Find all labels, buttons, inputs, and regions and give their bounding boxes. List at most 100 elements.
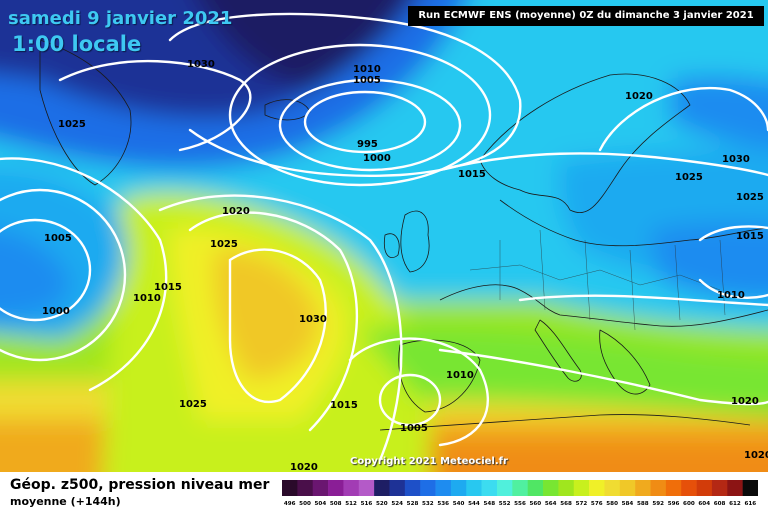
legend-value: 592 (652, 501, 664, 507)
coastlines (39, 39, 768, 431)
isobar-label: 1025 (675, 172, 703, 183)
legend-swatch (389, 480, 406, 496)
legend-value: 572 (576, 501, 588, 507)
legend-swatch (558, 480, 575, 496)
legend-value: 540 (453, 501, 465, 507)
isobar-label: 1025 (179, 399, 207, 410)
run-info: Run ECMWF ENS (moyenne) 0Z du dimanche 3… (408, 6, 764, 26)
legend-swatch (282, 480, 298, 496)
legend-swatch (481, 480, 498, 496)
isobar-label: 1010 (446, 370, 474, 381)
legend-swatch (604, 480, 621, 496)
legend-value: 612 (729, 501, 741, 507)
legend-swatch (727, 480, 743, 496)
isobar-label: 995 (357, 139, 378, 150)
legend-value: 568 (560, 501, 572, 507)
legend-value: 588 (637, 501, 649, 507)
color-scale-legend: 496 500 504 508 512 516 520 524 528 532 536 540 544 5… (282, 480, 758, 508)
legend-value: 600 (683, 501, 695, 507)
legend-value: 560 (530, 501, 542, 507)
legend-value: 496 (284, 501, 296, 507)
isobar-label: 1015 (458, 169, 486, 180)
legend-value: 500 (299, 501, 311, 507)
legend-swatch (435, 480, 452, 496)
legend-swatch (343, 480, 360, 496)
legend-value: 604 (698, 501, 710, 507)
legend-swatch (527, 480, 544, 496)
legend-value: 596 (668, 501, 680, 507)
legend-value: 512 (345, 501, 357, 507)
isobar-label: 1015 (736, 231, 764, 242)
isobar-labels: 1030 1010 1005 995 1000 1025 1020 1015 1… (42, 59, 768, 472)
legend-swatch (450, 480, 467, 496)
isobar-label: 1010 (717, 290, 745, 301)
legend-value: 584 (622, 501, 634, 507)
legend-swatch (420, 480, 436, 496)
isobar-label: 1030 (187, 59, 215, 70)
isobar-label: 1005 (353, 75, 381, 86)
isobar-label: 1015 (154, 282, 182, 293)
legend-swatch (742, 480, 758, 496)
isobar-label: 1000 (42, 306, 70, 317)
legend-swatch (404, 480, 421, 496)
legend-value: 556 (514, 501, 526, 507)
isobar-label: 1020 (625, 91, 653, 102)
legend-swatch (589, 480, 605, 496)
legend-value: 508 (330, 501, 342, 507)
legend-value: 552 (499, 501, 511, 507)
isobar-label: 1025 (210, 239, 238, 250)
legend-swatch (543, 480, 559, 496)
forecast-date: samedi 9 janvier 2021 (8, 8, 233, 29)
legend-value: 564 (545, 501, 557, 507)
legend-value: 536 (437, 501, 449, 507)
legend-value: 532 (422, 501, 434, 507)
legend-value: 516 (361, 501, 373, 507)
isobar-label: 1005 (44, 233, 72, 244)
legend-swatch (358, 480, 375, 496)
forecast-time: 1:00 locale (12, 32, 142, 56)
isobar-label: 1015 (330, 400, 358, 411)
legend-swatch (635, 480, 651, 496)
legend-value: 504 (315, 501, 327, 507)
legend-value: 520 (376, 501, 388, 507)
isobar-label: 1010 (353, 64, 381, 75)
isobar-label: 1020 (731, 396, 759, 407)
legend-value: 608 (714, 501, 726, 507)
isobar-label: 1010 (133, 293, 161, 304)
legend-swatch (512, 480, 528, 496)
isobar-label: 1030 (299, 314, 327, 325)
legend-swatch (328, 480, 344, 496)
parameter-title: Géop. z500, pression niveau mer (10, 477, 270, 493)
legend-value: 616 (744, 501, 756, 507)
legend-value: 548 (483, 501, 495, 507)
legend-value: 580 (606, 501, 618, 507)
legend-value: 576 (591, 501, 603, 507)
isobar-label: 1005 (400, 423, 428, 434)
footer-bar: Géop. z500, pression niveau mer moyenne … (0, 472, 768, 512)
legend-value: 528 (407, 501, 419, 507)
legend-swatch (573, 480, 590, 496)
legend-swatch (711, 480, 728, 496)
parameter-subtitle: moyenne (+144h) (10, 495, 121, 508)
legend-swatch (312, 480, 329, 496)
color-scale: 496 500 504 508 512 516 520 524 528 532 536 540 544 5… (282, 480, 758, 507)
isobar-label: 1000 (363, 153, 391, 164)
isobar-label: 1030 (722, 154, 750, 165)
legend-swatch (619, 480, 636, 496)
isobar-label: 1025 (58, 119, 86, 130)
isobar-label: 1020 (290, 462, 318, 472)
legend-swatch (374, 480, 390, 496)
copyright: Copyright 2021 Meteociel.fr (350, 456, 508, 467)
legend-value: 544 (468, 501, 480, 507)
weather-map: 1030 1010 1005 995 1000 1025 1020 1015 1… (0, 0, 768, 472)
isobar-label: 1020 (222, 206, 250, 217)
legend-swatch (496, 480, 513, 496)
geopotential-field (0, 0, 768, 472)
isobar-label: 1025 (736, 192, 764, 203)
legend-swatch (696, 480, 713, 496)
isobars (0, 12, 768, 462)
legend-swatch (681, 480, 697, 496)
legend-swatch (466, 480, 482, 496)
legend-swatch (650, 480, 667, 496)
